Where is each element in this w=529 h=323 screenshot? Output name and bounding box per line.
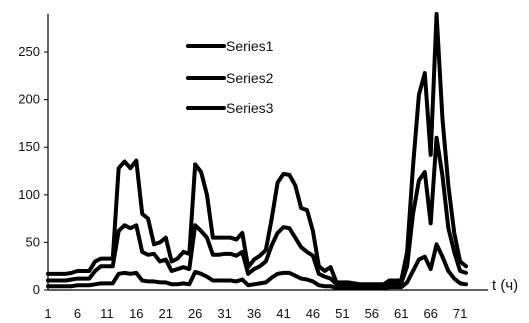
x-tick-label: 61 xyxy=(394,306,408,321)
legend-label-series1: Series1 xyxy=(226,38,274,54)
x-tick-label: 51 xyxy=(335,306,349,321)
y-tick-label: 250 xyxy=(18,44,40,59)
y-tick-label: 100 xyxy=(18,187,40,202)
legend-label-series3: Series3 xyxy=(226,100,274,116)
x-tick-label: 71 xyxy=(453,306,467,321)
y-tick-label: 200 xyxy=(18,92,40,107)
series-lines xyxy=(46,12,468,291)
x-tick-label: 31 xyxy=(217,306,231,321)
y-axis: 0 50 100 150 200 250 xyxy=(18,44,48,297)
series-line-series3 xyxy=(46,242,468,291)
y-tick-label: 50 xyxy=(26,234,40,249)
x-tick-label: 6 xyxy=(74,306,81,321)
legend: Series1 Series2 Series3 xyxy=(186,38,274,116)
series-line-series2 xyxy=(46,135,468,288)
y-tick-label: 150 xyxy=(18,139,40,154)
x-tick-label: 46 xyxy=(306,306,320,321)
x-tick-label: 1 xyxy=(44,306,51,321)
x-tick-label: 26 xyxy=(188,306,202,321)
legend-label-series2: Series2 xyxy=(226,70,274,86)
x-tick-label: 66 xyxy=(423,306,437,321)
x-tick-label: 11 xyxy=(100,306,114,321)
series-line-series1 xyxy=(46,12,468,287)
x-tick-label: 21 xyxy=(159,306,173,321)
y-tick-label: 0 xyxy=(33,282,40,297)
x-tick-label: 56 xyxy=(365,306,379,321)
x-axis: 1 6 11 16 21 26 31 36 41 46 51 56 61 66 71 xyxy=(44,306,467,321)
x-tick-label: 36 xyxy=(247,306,261,321)
x-tick-label: 16 xyxy=(129,306,143,321)
x-tick-label: 41 xyxy=(276,306,290,321)
x-axis-title: t (ч) xyxy=(492,277,518,294)
